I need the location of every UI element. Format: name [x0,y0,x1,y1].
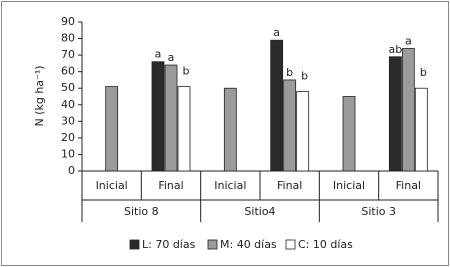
bar-annotation: a [405,34,412,47]
bar-annotation: a [168,51,175,64]
group-label: Sitio4 [244,205,275,218]
group-label: Sitio 3 [361,205,396,218]
y-tick-label: 40 [61,98,75,111]
y-axis-label: N (kg ha⁻¹) [33,65,46,126]
y-tick-label: 30 [61,114,75,127]
bar-annotation: a [155,48,162,61]
bar [401,48,415,172]
x-tick-label: Final [158,179,183,192]
y-tick-label: 0 [68,164,75,177]
group-label: Sitio 8 [124,205,159,218]
y-tick-label: 80 [61,32,75,45]
bar-annotation: ab [388,43,402,56]
bar [164,64,178,172]
legend-label: L: 70 días [142,238,196,251]
bar-annotation: b [420,66,427,79]
bar [388,56,402,172]
bar [283,79,297,172]
legend-swatch [129,239,140,250]
bar-annotation: b [301,70,308,83]
legend-swatch [207,239,218,250]
bar [177,86,191,172]
bar-annotation: b [286,66,293,79]
bar [296,91,310,172]
legend-label: M: 40 días [220,238,277,251]
x-tick-label: Final [277,179,302,192]
bar [223,87,237,172]
bar [151,61,165,172]
legend-label: C: 10 días [298,238,353,251]
bar [105,86,119,172]
bar [414,87,428,172]
x-tick-label: Inicial [96,179,128,192]
legend-swatch [285,239,296,250]
y-tick-label: 10 [61,147,75,160]
x-tick-label: Final [396,179,421,192]
bar-annotation: b [183,65,190,78]
y-tick-label: 60 [61,65,75,78]
bar-annotation: a [273,26,280,39]
y-tick-label: 20 [61,131,75,144]
bar [342,96,356,172]
x-tick-label: Inicial [214,179,246,192]
x-tick-label: Inicial [333,179,365,192]
y-tick-label: 90 [61,15,75,28]
bar [270,39,284,172]
y-tick-label: 50 [61,81,75,94]
y-tick-label: 70 [61,48,75,61]
